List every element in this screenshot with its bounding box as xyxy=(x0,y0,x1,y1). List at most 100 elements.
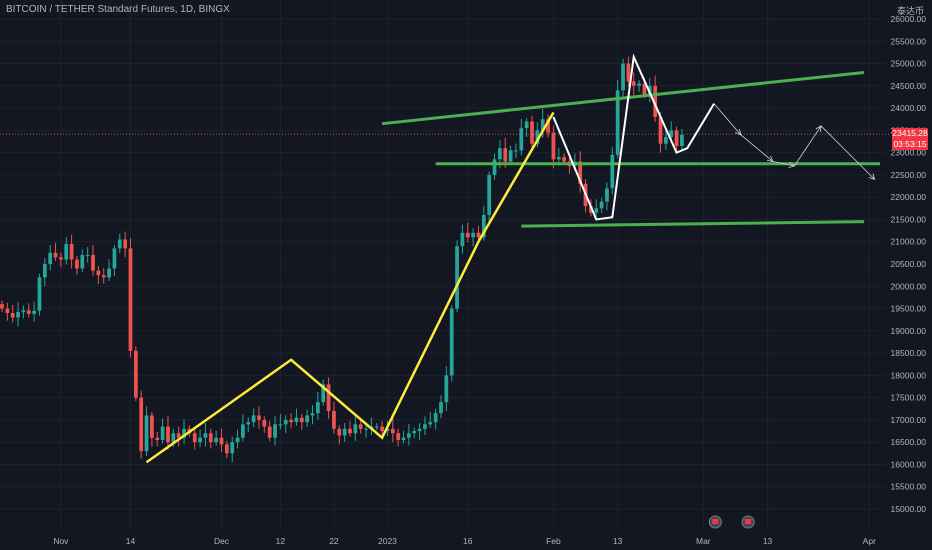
currency-label: 泰达币 xyxy=(896,7,924,17)
candle-body xyxy=(80,255,85,269)
candle-body xyxy=(235,437,240,443)
y-tick-label: 25500.00 xyxy=(891,36,927,46)
x-tick-label: Apr xyxy=(863,536,876,546)
candle-body xyxy=(257,415,261,420)
candle-body xyxy=(417,428,422,432)
projection-arrowhead xyxy=(868,173,876,180)
x-tick-label: Nov xyxy=(53,536,69,546)
x-axis: Nov 14 Dec 12 22 2023 16 Feb 13 Mar 13 Apr xyxy=(53,536,876,546)
candle-body xyxy=(658,117,663,144)
candle-body xyxy=(503,148,508,162)
green-trendlines xyxy=(381,70,880,228)
candle-body xyxy=(401,437,406,440)
candle-body xyxy=(246,422,251,425)
candle-body xyxy=(208,433,213,443)
candle-body xyxy=(407,433,411,438)
candle-body xyxy=(278,424,283,426)
candle-body xyxy=(589,206,593,213)
y-axis: 15000.00 15500.00 16000.00 16500.00 17000.00… xyxy=(890,0,932,530)
y-tick-label: 21000.00 xyxy=(891,237,927,247)
y-tick-label: 22500.00 xyxy=(891,170,927,180)
candle-body xyxy=(423,424,427,429)
white-wave-line xyxy=(552,53,715,221)
x-tick-label: 12 xyxy=(276,536,286,546)
candle-body xyxy=(599,201,604,209)
candle-body xyxy=(289,419,293,423)
candle-body xyxy=(150,415,154,438)
green-trendline xyxy=(381,70,865,126)
candle-body xyxy=(91,255,95,271)
candle-body xyxy=(508,150,513,162)
candle-body xyxy=(160,426,165,440)
x-tick-label: Mar xyxy=(696,536,711,546)
y-tick-label: 18000.00 xyxy=(891,370,927,380)
candle-body xyxy=(535,130,540,144)
projection-segment xyxy=(713,103,742,136)
candle-body xyxy=(653,85,658,117)
candle-body xyxy=(101,275,106,278)
candle-body xyxy=(444,375,449,403)
candle-body xyxy=(310,413,315,416)
bar-countdown: 03:53:15 xyxy=(893,139,927,149)
candle-body xyxy=(53,252,58,258)
projection-arrows xyxy=(713,103,876,180)
projection-segment xyxy=(794,125,822,167)
candle-body xyxy=(128,248,133,351)
y-tick-label: 21500.00 xyxy=(891,214,927,224)
candle-body xyxy=(139,397,144,452)
candle-body xyxy=(481,215,486,238)
candle-body xyxy=(305,415,310,423)
candle-body xyxy=(37,277,42,311)
event-icon-flag xyxy=(712,519,719,524)
candle-body xyxy=(176,433,181,438)
candle-body xyxy=(112,248,117,269)
candle-body xyxy=(251,415,256,423)
projection-segment xyxy=(820,125,875,180)
candle-body xyxy=(540,119,545,131)
candle-body xyxy=(342,428,347,436)
candle-body xyxy=(610,154,615,189)
candle-body xyxy=(326,384,331,411)
candle-body xyxy=(380,426,384,432)
x-tick-label: 14 xyxy=(126,536,136,546)
y-tick-label: 15500.00 xyxy=(891,482,927,492)
y-tick-label: 16500.00 xyxy=(891,437,927,447)
y-tick-label: 17500.00 xyxy=(891,393,927,403)
candle-body xyxy=(680,134,684,146)
candle-body xyxy=(465,232,470,238)
candle-body xyxy=(439,402,443,414)
candle-body xyxy=(364,428,368,430)
yellow-wave-line xyxy=(145,111,555,464)
candle-body xyxy=(551,132,556,160)
y-tick-label: 17000.00 xyxy=(891,415,927,425)
candle-body xyxy=(5,308,10,313)
projection-segment xyxy=(772,161,795,167)
y-tick-label: 26000.00 xyxy=(891,14,927,24)
candle-body xyxy=(224,444,229,454)
candle-body xyxy=(524,121,529,129)
y-tick-label: 18500.00 xyxy=(891,348,927,358)
y-tick-label: 24500.00 xyxy=(891,81,927,91)
candle-body xyxy=(299,417,304,423)
current-price-value: 23415.28 xyxy=(892,128,928,138)
x-tick-label: 22 xyxy=(329,536,339,546)
candle-body xyxy=(390,428,395,434)
candle-body xyxy=(144,415,149,452)
candle-body xyxy=(546,119,550,133)
candles xyxy=(0,56,684,463)
candle-body xyxy=(64,243,69,260)
candle-body xyxy=(396,433,401,440)
x-tick-label: 16 xyxy=(463,536,473,546)
candle-body xyxy=(514,150,518,152)
candle-body xyxy=(358,424,363,429)
candle-body xyxy=(283,419,288,425)
candle-body xyxy=(21,310,26,313)
candle-body xyxy=(626,63,631,82)
y-tick-label: 25000.00 xyxy=(891,59,927,69)
candle-body xyxy=(192,433,197,443)
x-tick-label: Feb xyxy=(546,536,561,546)
x-tick-label: 13 xyxy=(763,536,773,546)
candle-body xyxy=(96,270,101,276)
candle-body xyxy=(59,257,63,260)
